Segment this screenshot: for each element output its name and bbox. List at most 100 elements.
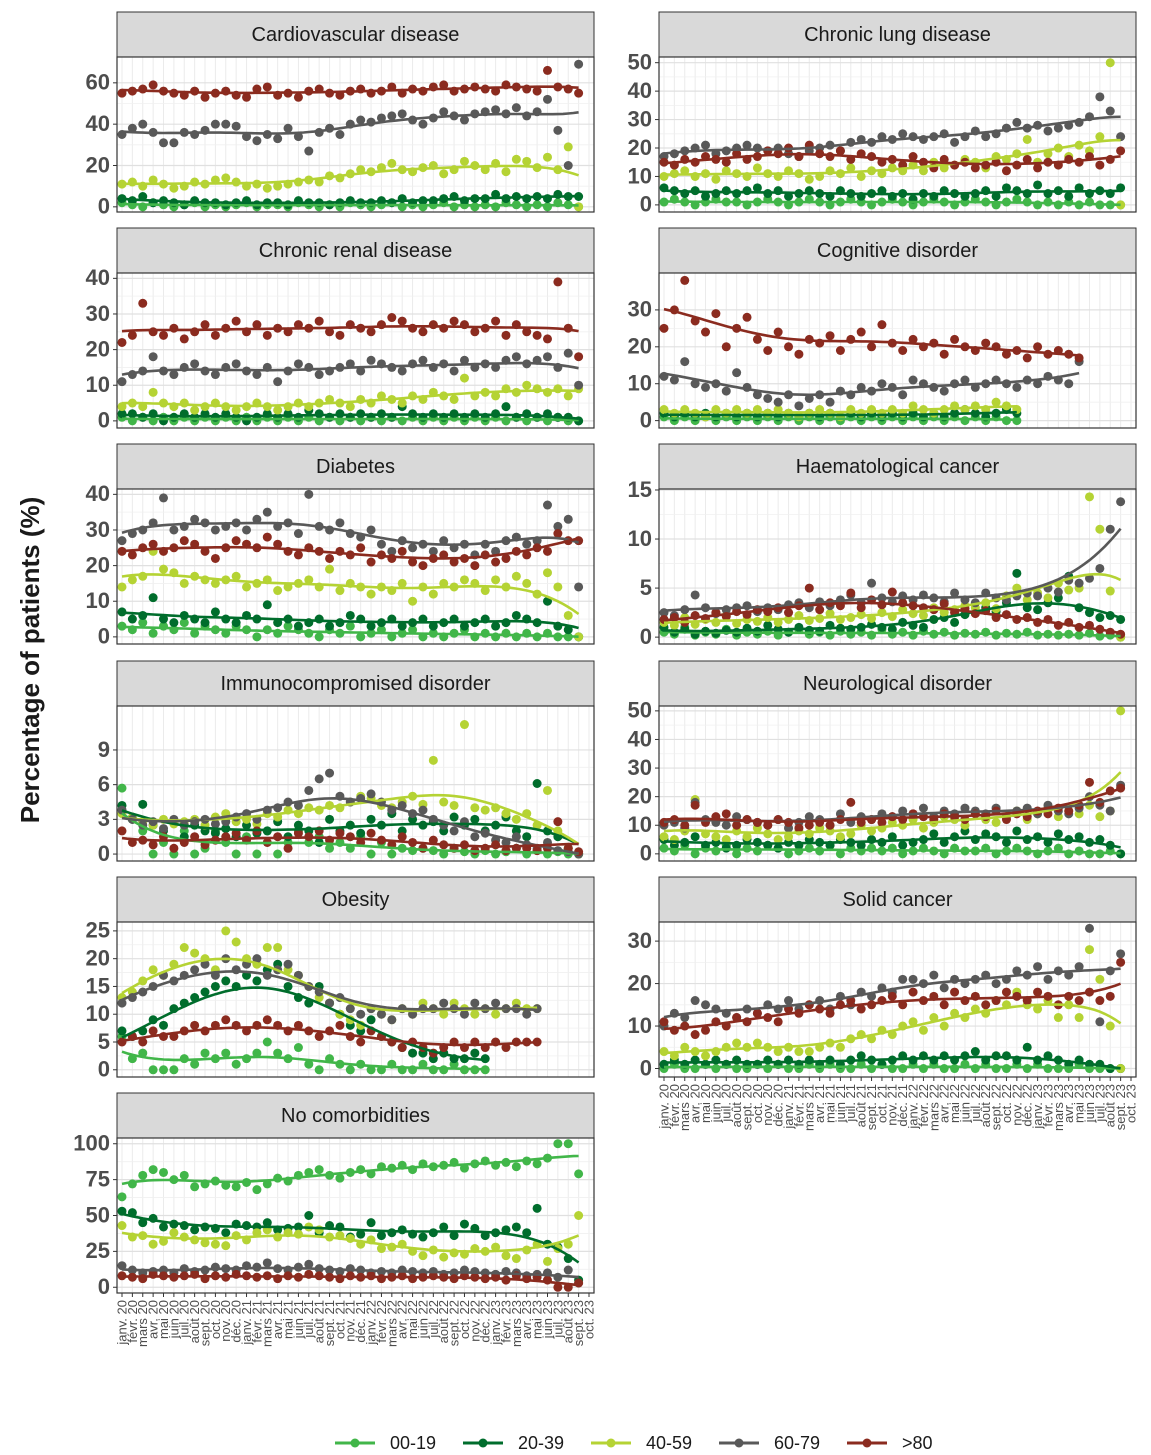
point — [690, 1030, 700, 1040]
point — [898, 974, 908, 984]
point — [449, 800, 459, 810]
panel: Haematological cancer 0 5 10 15 — [628, 443, 1137, 649]
point — [345, 1004, 355, 1014]
point — [1012, 382, 1022, 392]
point — [366, 355, 376, 365]
point — [376, 113, 386, 123]
point — [522, 832, 532, 842]
point — [763, 820, 773, 830]
y-tick-label: 0 — [98, 1057, 110, 1082]
point — [262, 943, 272, 953]
y-tick-label: 75 — [86, 1166, 110, 1191]
point — [659, 832, 669, 842]
point — [366, 849, 376, 859]
point — [221, 173, 231, 183]
x-tick-label: sept. 20 — [197, 1300, 212, 1346]
point — [439, 1252, 449, 1262]
x-tick-label: août 23 — [1103, 1084, 1118, 1127]
point — [1001, 349, 1011, 359]
point — [1095, 974, 1105, 984]
point — [1095, 160, 1105, 170]
point — [190, 1225, 200, 1235]
point — [501, 618, 511, 628]
point — [304, 489, 314, 499]
point — [387, 158, 397, 168]
point — [690, 832, 700, 842]
point — [867, 1064, 877, 1074]
smooth-line — [663, 115, 1121, 155]
smooth-line — [121, 413, 579, 420]
x-tick-label: févr. 22 — [374, 1300, 389, 1343]
point — [117, 1037, 127, 1047]
point — [242, 1054, 252, 1064]
point — [1116, 783, 1126, 793]
point — [752, 163, 762, 173]
point — [784, 996, 794, 1006]
point — [1084, 492, 1094, 502]
point — [117, 1221, 127, 1231]
point — [701, 1025, 711, 1035]
panel-title: Obesity — [322, 889, 390, 911]
point — [252, 1228, 262, 1238]
point — [501, 628, 511, 638]
y-tick-label: 10 — [86, 372, 110, 397]
x-tick-label: janv. 22 — [906, 1084, 921, 1130]
point — [939, 386, 949, 396]
point — [252, 976, 262, 986]
point — [501, 416, 511, 426]
point — [732, 1064, 742, 1074]
point — [711, 189, 721, 199]
point — [908, 987, 918, 997]
point — [1043, 974, 1053, 984]
point — [314, 316, 324, 326]
point — [138, 571, 148, 581]
panel-title: Chronic renal disease — [259, 240, 452, 262]
y-tick-label: 15 — [86, 973, 110, 998]
point — [522, 380, 532, 390]
point — [252, 1185, 262, 1195]
point — [1001, 183, 1011, 193]
point — [1033, 605, 1043, 615]
point — [1084, 777, 1094, 787]
marks — [117, 1139, 584, 1292]
x-tick-label: janv. 21 — [781, 1084, 796, 1130]
point — [835, 1042, 845, 1052]
point — [148, 387, 158, 397]
marks — [117, 59, 584, 212]
y-tick-label: 0 — [640, 1055, 652, 1080]
point — [242, 525, 252, 535]
point — [794, 349, 804, 359]
x-tick-label: mars 22 — [926, 1084, 941, 1131]
point — [293, 828, 303, 838]
point — [532, 1037, 542, 1047]
smooth-line — [121, 836, 579, 848]
point — [273, 849, 283, 859]
smooth-line — [663, 527, 1122, 613]
strip — [116, 443, 595, 490]
point — [159, 1222, 169, 1232]
point — [387, 313, 397, 323]
y-tick-label: 20 — [86, 552, 110, 577]
point — [511, 1222, 521, 1232]
point — [428, 589, 438, 599]
point — [981, 829, 991, 839]
point — [262, 1015, 272, 1025]
point — [273, 1048, 283, 1058]
point — [763, 393, 773, 403]
point — [356, 828, 366, 838]
point — [231, 849, 241, 859]
point — [501, 1225, 511, 1235]
x-tick-label: oct. 23 — [581, 1300, 596, 1339]
point — [815, 605, 825, 615]
point — [138, 84, 148, 94]
plot-border — [116, 705, 595, 862]
point — [304, 1259, 314, 1269]
point — [939, 1064, 949, 1074]
x-tick-label: juil. 20 — [719, 1084, 734, 1123]
point — [252, 136, 262, 146]
point — [950, 987, 960, 997]
point — [252, 320, 262, 330]
x-tick-label: janv. 21 — [239, 1300, 254, 1346]
plot-border — [116, 488, 595, 645]
